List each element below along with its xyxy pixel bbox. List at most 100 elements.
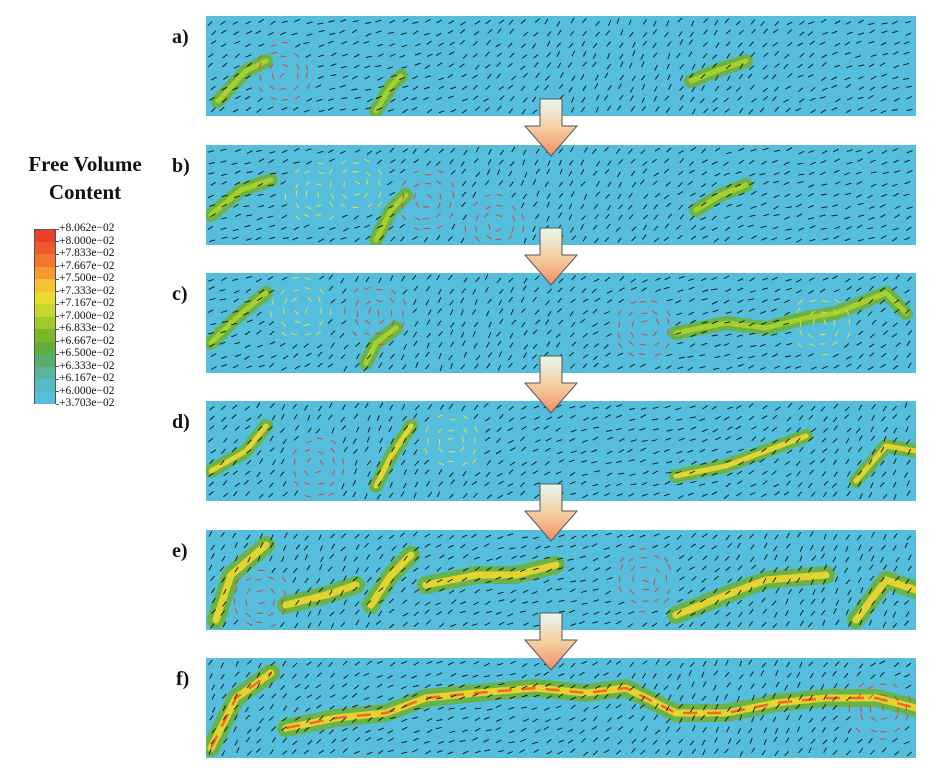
displacement-vector — [318, 29, 325, 33]
displacement-vector — [821, 206, 828, 209]
displacement-vector — [820, 684, 825, 690]
displacement-vector — [294, 320, 301, 324]
displacement-vector — [401, 214, 406, 221]
displacement-vector — [271, 414, 276, 421]
displacement-vector — [762, 480, 768, 485]
displacement-vector — [678, 738, 684, 744]
displacement-vector — [700, 714, 706, 720]
displacement-vector — [521, 674, 527, 679]
displacement-vector — [832, 715, 838, 721]
displacement-vector — [571, 275, 577, 281]
displacement-vector — [425, 364, 430, 370]
displacement-vector — [533, 201, 538, 208]
displacement-vector — [798, 565, 803, 572]
displacement-vector — [294, 716, 301, 721]
legend-swatch — [34, 329, 56, 342]
displacement-vector — [871, 600, 876, 606]
displacement-vector — [474, 685, 481, 689]
displacement-vector — [378, 179, 381, 186]
displacement-vector — [376, 299, 383, 303]
displacement-vector — [318, 749, 325, 754]
displacement-vector — [618, 449, 625, 453]
displacement-vector — [568, 351, 575, 357]
displacement-vector — [678, 105, 684, 111]
displacement-vector — [437, 428, 443, 434]
displacement-vector — [726, 41, 731, 47]
displacement-vector — [619, 42, 624, 48]
displacement-vector — [209, 673, 213, 679]
displacement-vector — [390, 438, 395, 445]
displacement-vector — [832, 459, 837, 465]
displacement-vector — [402, 621, 408, 627]
displacement-vector — [879, 287, 886, 292]
displacement-vector — [294, 480, 299, 486]
displacement-vector — [653, 172, 660, 177]
displacement-vector — [413, 227, 420, 231]
displacement-vector — [617, 366, 624, 370]
displacement-vector — [892, 86, 899, 90]
displacement-vector — [389, 297, 395, 304]
displacement-vector — [546, 62, 551, 68]
displacement-vector — [678, 750, 683, 757]
displacement-vector — [596, 180, 600, 187]
displacement-vector — [389, 88, 395, 92]
displacement-vector — [449, 288, 454, 295]
displacement-vector — [367, 471, 371, 477]
displacement-vector — [435, 726, 442, 730]
displacement-vector — [711, 472, 718, 476]
displacement-vector — [558, 192, 564, 199]
displacement-vector — [629, 685, 635, 691]
displacement-vector — [435, 602, 441, 606]
displacement-vector — [654, 64, 658, 71]
displacement-vector — [655, 659, 660, 665]
displacement-vector — [883, 330, 889, 336]
displacement-vector — [352, 704, 358, 708]
displacement-vector — [894, 695, 899, 702]
displacement-vector — [603, 344, 609, 350]
displacement-vector — [546, 52, 551, 58]
displacement-vector — [688, 161, 695, 167]
displacement-vector — [423, 459, 429, 465]
displacement-vector — [544, 319, 550, 325]
displacement-vector — [701, 578, 707, 583]
displacement-vector — [628, 459, 635, 462]
displacement-vector — [667, 564, 672, 570]
displacement-vector — [222, 424, 228, 430]
displacement-vector — [714, 555, 719, 561]
displacement-vector — [461, 181, 467, 187]
displacement-vector — [438, 342, 443, 348]
displacement-vector — [510, 599, 516, 603]
displacement-vector — [557, 750, 564, 755]
displacement-vector — [258, 493, 264, 499]
displacement-vector — [630, 565, 636, 571]
displacement-vector — [592, 436, 599, 441]
displacement-vector — [774, 288, 781, 293]
displacement-vector — [343, 344, 349, 350]
displacement-vector — [533, 482, 540, 486]
displacement-vector — [748, 322, 755, 327]
displacement-vector — [797, 63, 803, 69]
displacement-vector — [797, 491, 802, 497]
displacement-vector — [857, 566, 862, 572]
displacement-vector — [762, 470, 768, 475]
displacement-vector — [797, 162, 804, 165]
displacement-vector — [211, 30, 217, 36]
displacement-vector — [424, 469, 430, 475]
displacement-vector — [881, 471, 887, 477]
displacement-vector — [606, 577, 613, 580]
displacement-vector — [447, 578, 453, 583]
displacement-vector — [352, 576, 358, 582]
displacement-vector — [652, 673, 657, 679]
displacement-vector — [244, 224, 251, 228]
displacement-vector — [318, 109, 325, 113]
displacement-vector — [223, 437, 228, 443]
displacement-vector — [413, 449, 418, 456]
displacement-vector — [711, 161, 718, 165]
displacement-vector — [711, 276, 718, 281]
displacement-vector — [906, 276, 912, 282]
displacement-vector — [640, 566, 647, 569]
displacement-vector — [523, 277, 528, 284]
displacement-vector — [701, 62, 706, 69]
displacement-vector — [749, 609, 754, 615]
displacement-vector — [606, 63, 611, 70]
